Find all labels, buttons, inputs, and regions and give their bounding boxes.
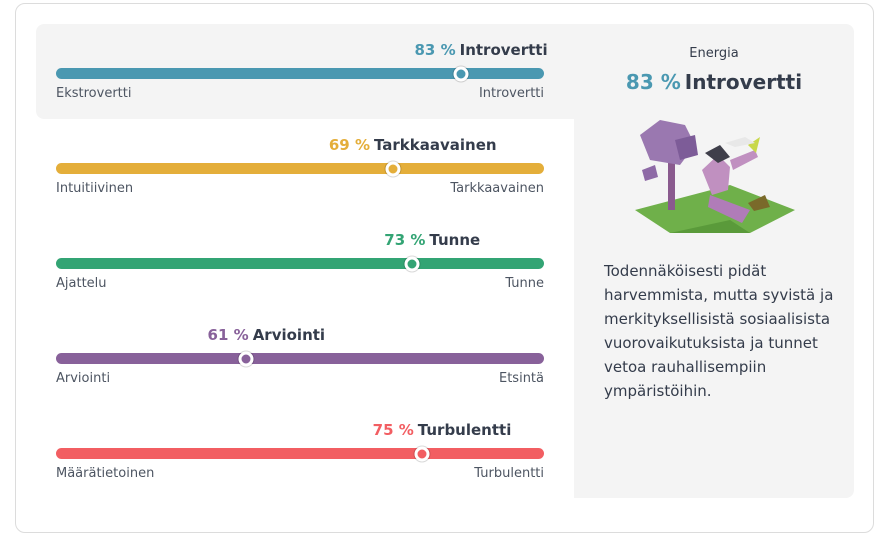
panel-percent: 83 % (625, 70, 681, 94)
left-label: Ajattelu (56, 276, 107, 291)
trait-heading: 73 % Tunne (384, 231, 480, 249)
trait-bar (56, 353, 544, 364)
left-label: Intuitiivinen (56, 181, 134, 196)
right-label: Tarkkaavainen (450, 181, 544, 196)
trait-name: Introvertti (459, 41, 548, 59)
trait-heading: 83 % Introvertti (414, 41, 547, 59)
right-label: Etsintä (499, 371, 544, 386)
left-label: Määrätietoinen (56, 466, 155, 481)
panel-heading: Energia (689, 46, 739, 61)
right-label: Turbulentti (474, 466, 544, 481)
trait-percent: 73 % (384, 231, 426, 249)
trait-heading: 69 % Tarkkaavainen (329, 136, 497, 154)
illustration (635, 120, 795, 233)
trait-name: Arviointi (252, 326, 326, 344)
right-label: Tunne (505, 276, 544, 291)
trait-marker (385, 161, 401, 176)
trait-name: Tarkkaavainen (373, 136, 497, 154)
left-label: Ekstrovertti (56, 86, 132, 101)
trait-heading: 75 % Turbulentti (373, 421, 512, 439)
panel-description: Todennäköisesti pidät harvemmista, mutta… (604, 262, 834, 400)
trait-name: Turbulentti (417, 421, 512, 439)
trait-percent: 83 % (414, 41, 456, 59)
trait-percent: 75 % (372, 421, 414, 439)
trait-bar (56, 163, 544, 174)
trait-marker (453, 66, 469, 81)
side-panel (574, 24, 854, 498)
trait-marker (414, 446, 430, 461)
trait-heading: 61 % Arviointi (208, 326, 326, 344)
left-label: Arviointi (56, 371, 111, 386)
trait-marker (404, 256, 420, 271)
trait-percent: 61 % (207, 326, 249, 344)
trait-bar (56, 68, 544, 79)
trait-marker (238, 351, 254, 366)
panel-result: 83 % Introvertti (574, 70, 854, 94)
trait-name: Tunne (429, 231, 481, 249)
trait-bar (56, 258, 544, 269)
trait-percent: 69 % (328, 136, 370, 154)
panel-trait: Introvertti (684, 70, 803, 94)
right-label: Introvertti (478, 86, 544, 101)
trait-bar (56, 448, 544, 459)
